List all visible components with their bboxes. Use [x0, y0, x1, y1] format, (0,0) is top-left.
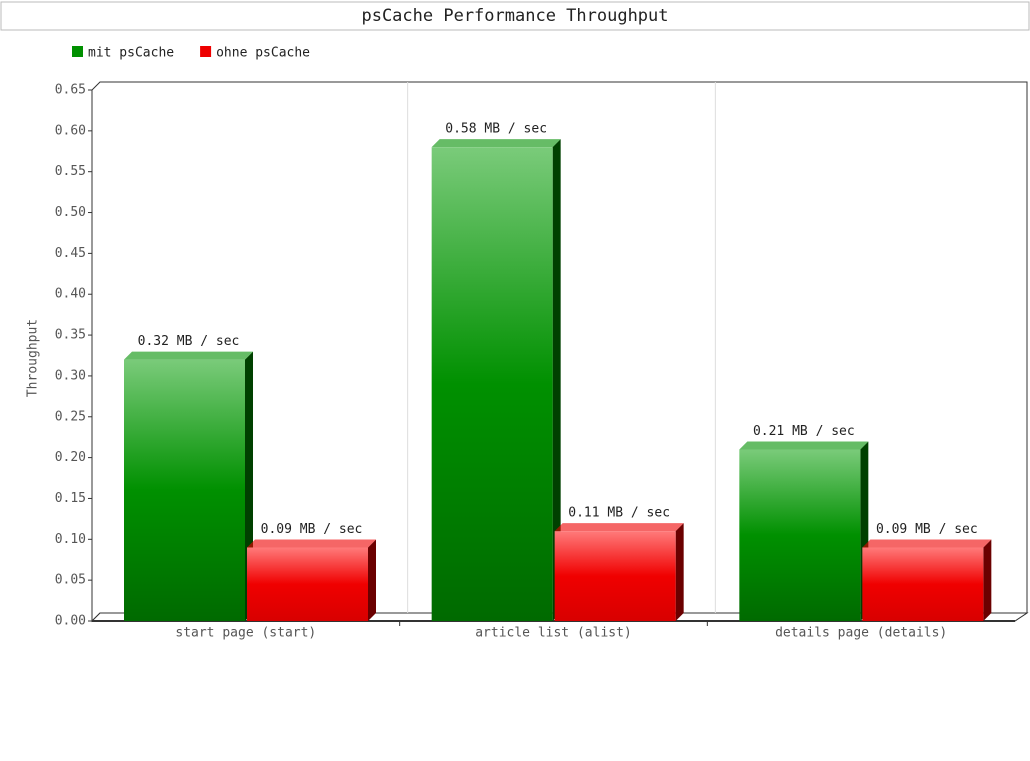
legend-label: ohne psCache — [216, 46, 310, 61]
y-tick-label: 0.20 — [55, 450, 86, 465]
y-tick-label: 0.35 — [55, 328, 86, 343]
x-tick-label: start page (start) — [175, 626, 316, 641]
y-tick-label: 0.60 — [55, 123, 86, 138]
y-tick-label: 0.00 — [55, 614, 86, 629]
chart-title: psCache Performance Throughput — [361, 6, 668, 26]
legend-swatch — [72, 46, 83, 57]
y-tick-label: 0.65 — [55, 83, 86, 98]
bar-top — [247, 539, 376, 548]
bar-side — [675, 523, 684, 621]
bar — [431, 147, 553, 621]
legend-label: mit psCache — [88, 46, 174, 61]
x-tick-label: article list (alist) — [475, 626, 632, 641]
value-label: 0.09 MB / sec — [876, 522, 978, 537]
bar — [739, 449, 861, 621]
bar-side — [552, 139, 561, 621]
y-axis-label: Throughput — [26, 319, 41, 397]
bar — [554, 531, 676, 621]
value-label: 0.09 MB / sec — [261, 522, 363, 537]
y-tick-label: 0.15 — [55, 491, 86, 506]
y-tick-label: 0.40 — [55, 287, 86, 302]
bar — [862, 547, 984, 621]
value-label: 0.11 MB / sec — [568, 506, 670, 521]
y-tick-label: 0.25 — [55, 409, 86, 424]
value-label: 0.21 MB / sec — [753, 424, 855, 439]
bar — [247, 547, 368, 621]
y-tick-label: 0.45 — [55, 246, 86, 261]
y-tick-label: 0.50 — [55, 205, 86, 220]
x-tick-label: details page (details) — [775, 626, 947, 641]
value-label: 0.32 MB / sec — [138, 334, 240, 349]
bar-top — [124, 351, 253, 360]
bar-top — [554, 523, 684, 532]
bar — [124, 359, 245, 621]
bar-top — [862, 539, 992, 548]
value-label: 0.58 MB / sec — [445, 122, 547, 137]
bar-side — [368, 539, 376, 621]
y-tick-label: 0.05 — [55, 573, 86, 588]
legend-swatch — [200, 46, 212, 57]
bar-top — [431, 139, 561, 148]
title-box — [0, 1, 1030, 31]
y-tick-label: 0.55 — [55, 164, 86, 179]
bar-side — [983, 539, 992, 621]
y-tick-label: 0.30 — [55, 368, 86, 383]
y-tick-label: 0.10 — [55, 532, 86, 547]
bar-top — [739, 441, 869, 450]
